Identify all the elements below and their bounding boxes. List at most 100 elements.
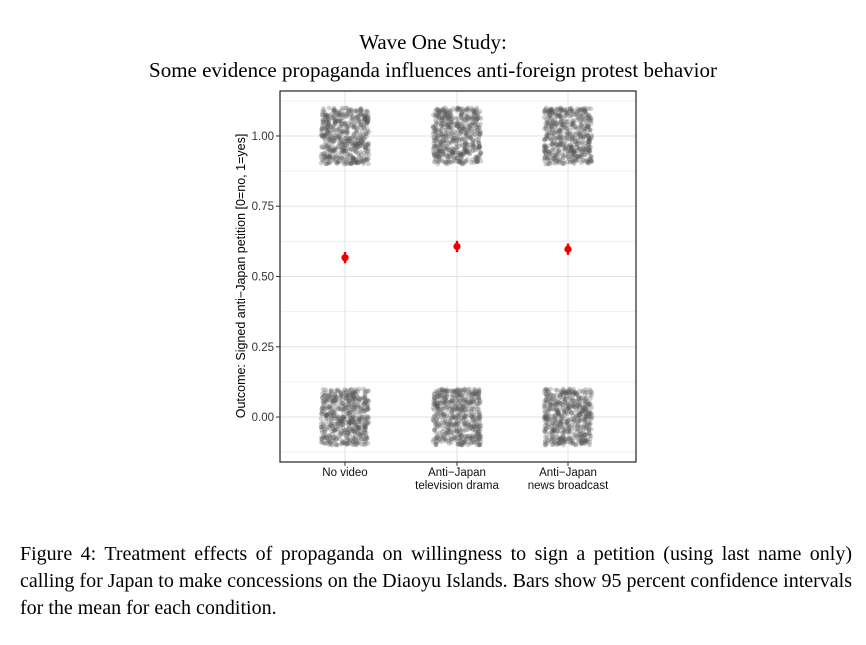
jitter-point bbox=[362, 429, 368, 435]
jitter-point bbox=[571, 161, 577, 167]
jitter-point bbox=[475, 147, 481, 152]
jitter-point bbox=[580, 148, 586, 153]
jitter-point bbox=[355, 144, 361, 150]
jitter-point bbox=[562, 440, 568, 445]
jitter-point bbox=[336, 159, 341, 165]
jitter-point bbox=[353, 159, 359, 165]
jitter-point bbox=[321, 119, 327, 125]
jitter-point bbox=[464, 133, 469, 139]
y-tick-label: 0.75 bbox=[252, 201, 274, 213]
jitter-point bbox=[337, 113, 343, 118]
jitter-point bbox=[562, 426, 568, 432]
jitter-point bbox=[445, 432, 450, 438]
jitter-point bbox=[566, 131, 572, 137]
jitter-point bbox=[319, 151, 325, 157]
jitter-point bbox=[457, 393, 463, 398]
jitter-point bbox=[563, 153, 568, 159]
jitter-point bbox=[460, 108, 466, 113]
jitter-point bbox=[345, 410, 351, 416]
jitter-point bbox=[322, 140, 328, 146]
jitter-point bbox=[561, 408, 567, 414]
jitter-point bbox=[455, 107, 461, 113]
jitter-point bbox=[454, 393, 460, 398]
jitter-point bbox=[566, 408, 572, 413]
jitter-point bbox=[435, 133, 441, 139]
jitter-point bbox=[331, 107, 337, 113]
jitter-point bbox=[550, 421, 556, 426]
jitter-point bbox=[324, 128, 330, 133]
jitter-point bbox=[546, 158, 552, 163]
jitter-point bbox=[551, 426, 557, 432]
jitter-point bbox=[447, 134, 453, 140]
jitter-point bbox=[436, 157, 442, 163]
jitter-point bbox=[554, 145, 560, 150]
jitter-point bbox=[543, 434, 548, 440]
jitter-point bbox=[576, 401, 581, 407]
jitter-point bbox=[471, 413, 477, 419]
jitter-point bbox=[563, 436, 568, 442]
jitter-point bbox=[554, 392, 559, 398]
jitter-point bbox=[551, 135, 556, 140]
jitter-point bbox=[448, 423, 454, 428]
jitter-point bbox=[587, 127, 593, 133]
jitter-point bbox=[574, 403, 580, 408]
jitter-point bbox=[558, 137, 564, 142]
jitter-point bbox=[446, 421, 452, 426]
jitter-point bbox=[554, 428, 560, 434]
jitter-point bbox=[556, 149, 561, 154]
jitter-point bbox=[567, 114, 573, 119]
jitter-point bbox=[459, 129, 465, 134]
jitter-point bbox=[355, 424, 360, 430]
jitter-point bbox=[360, 158, 366, 164]
jitter-point bbox=[570, 157, 576, 163]
jitter-point bbox=[467, 386, 472, 392]
jitter-point bbox=[576, 145, 582, 151]
jitter-point bbox=[576, 134, 581, 140]
jitter-point bbox=[352, 396, 358, 402]
jitter-point bbox=[466, 129, 471, 134]
jitter-point bbox=[438, 392, 443, 398]
jitter-point bbox=[437, 115, 442, 121]
jitter-point bbox=[470, 399, 475, 405]
jitter-point bbox=[439, 138, 445, 143]
jitter-point bbox=[324, 124, 329, 130]
jitter-point bbox=[457, 438, 462, 443]
jitter-point bbox=[472, 115, 477, 121]
jitter-point bbox=[332, 109, 338, 115]
jitter-point bbox=[447, 399, 452, 405]
jitter-point bbox=[343, 440, 349, 446]
jitter-point bbox=[338, 150, 343, 156]
jitter-point bbox=[550, 141, 556, 147]
jitter-point bbox=[550, 110, 556, 115]
jitter-point bbox=[561, 437, 566, 442]
jitter-point bbox=[544, 398, 549, 404]
jitter-point bbox=[543, 412, 549, 418]
jitter-point bbox=[458, 112, 464, 117]
jitter-point bbox=[466, 149, 471, 155]
x-tick-label-line2: television drama bbox=[415, 480, 499, 492]
jitter-point bbox=[556, 413, 562, 418]
jitter-point bbox=[438, 107, 444, 113]
jitter-point bbox=[474, 105, 480, 111]
jitter-point bbox=[564, 112, 570, 117]
jitter-point bbox=[476, 152, 482, 158]
jitter-point bbox=[330, 398, 336, 404]
jitter-point bbox=[555, 438, 560, 443]
jitter-point bbox=[542, 416, 547, 422]
jitter-point bbox=[589, 415, 595, 420]
jitter-point bbox=[440, 107, 446, 113]
jitter-point bbox=[577, 107, 583, 113]
jitter-point bbox=[564, 419, 569, 425]
jitter-point bbox=[358, 155, 363, 161]
jitter-point bbox=[338, 396, 343, 402]
jitter-point bbox=[358, 149, 364, 155]
jitter-point bbox=[583, 409, 588, 414]
jitter-point bbox=[570, 109, 575, 115]
jitter-point bbox=[352, 396, 358, 401]
jitter-point bbox=[341, 430, 347, 436]
jitter-point bbox=[357, 425, 363, 431]
jitter-point bbox=[440, 115, 446, 121]
jitter-point bbox=[322, 151, 328, 156]
jitter-point bbox=[329, 399, 335, 404]
jitter-point bbox=[345, 124, 350, 129]
